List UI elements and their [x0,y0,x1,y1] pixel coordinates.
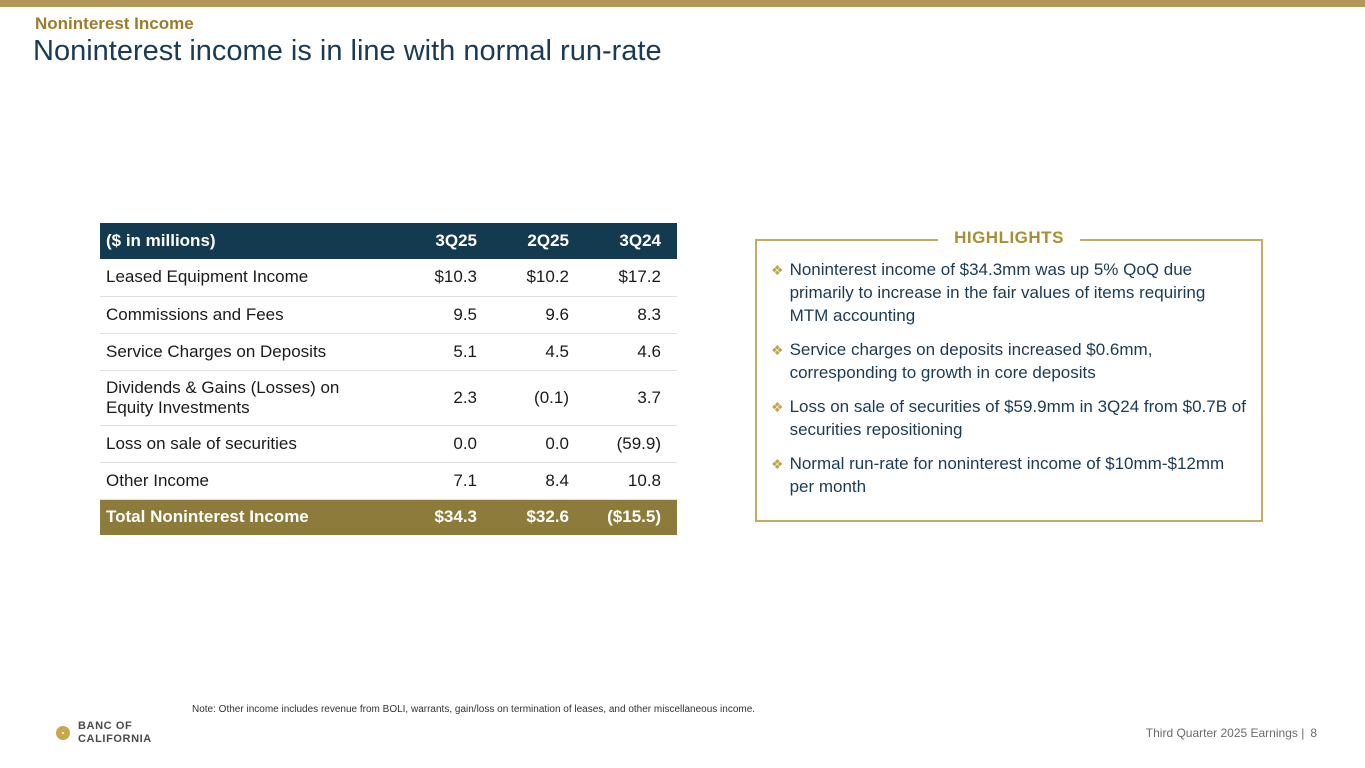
table-row: Other Income 7.1 8.4 10.8 [100,462,677,500]
total-label: Total Noninterest Income [100,499,401,535]
banc-of-california-logo: BANC OF CALIFORNIA [56,720,152,746]
highlight-text: Service charges on deposits increased $0… [789,339,1153,382]
diamond-bullet-icon: ❖ [771,455,784,472]
table-total-row: Total Noninterest Income $34.3 $32.6 ($1… [100,499,677,535]
page-title: Noninterest income is in line with norma… [33,35,662,67]
row-value: 0.0 [401,425,493,463]
row-value: 10.8 [585,462,677,500]
table-row: Loss on sale of securities 0.0 0.0 (59.9… [100,425,677,463]
row-value: 8.3 [585,296,677,334]
row-value: 2.3 [401,370,493,426]
row-value: $10.2 [493,259,585,297]
logo-line2: CALIFORNIA [78,732,152,745]
page-number: 8 [1310,726,1317,740]
total-value: $34.3 [401,499,493,535]
row-value: 4.6 [585,333,677,371]
highlight-text: Noninterest income of $34.3mm was up 5% … [789,260,1206,325]
total-value: ($15.5) [585,499,677,535]
diamond-bullet-icon: ❖ [771,262,784,278]
highlight-item: ❖ Normal run-rate for noninterest income… [771,453,1247,499]
table-header-row: ($ in millions) 3Q25 2Q25 3Q24 [100,223,677,259]
logo-line1: BANC OF [78,719,133,732]
top-accent-bar [0,0,1365,7]
row-value: $10.3 [401,259,493,297]
table-row: Leased Equipment Income $10.3 $10.2 $17.… [100,259,677,297]
row-label: Leased Equipment Income [100,259,401,297]
highlight-item: ❖ Noninterest income of $34.3mm was up 5… [771,259,1247,328]
table-row: Dividends & Gains (Losses) on Equity Inv… [100,370,677,426]
table-header-3q25: 3Q25 [401,223,493,259]
row-value: 3.7 [585,370,677,426]
highlight-item: ❖ Service charges on deposits increased … [771,339,1247,385]
row-value: 5.1 [401,333,493,371]
section-eyebrow: Noninterest Income [35,14,194,33]
row-value: 9.6 [493,296,585,334]
highlights-title: HIGHLIGHTS [938,228,1080,248]
row-label: Other Income [100,462,401,500]
row-value: $17.2 [585,259,677,297]
highlight-item: ❖ Loss on sale of securities of $59.9mm … [771,396,1247,442]
highlights-box: HIGHLIGHTS ❖ Noninterest income of $34.3… [755,228,1263,522]
highlight-text: Normal run-rate for noninterest income o… [789,453,1225,496]
row-value: 0.0 [493,425,585,463]
noninterest-income-table: ($ in millions) 3Q25 2Q25 3Q24 Leased Eq… [100,223,677,535]
total-value: $32.6 [493,499,585,535]
diamond-bullet-icon: ❖ [771,398,784,415]
row-label: Dividends & Gains (Losses) on Equity Inv… [100,370,401,426]
row-value: 4.5 [493,333,585,371]
row-label: Service Charges on Deposits [100,333,401,371]
table-row: Service Charges on Deposits 5.1 4.5 4.6 [100,333,677,371]
earnings-label: Third Quarter 2025 Earnings | [1145,726,1305,740]
footer-right: Third Quarter 2025 Earnings | 8 [1146,726,1317,740]
highlights-list: ❖ Noninterest income of $34.3mm was up 5… [757,241,1261,498]
table-header-2q25: 2Q25 [493,223,585,259]
row-label: Commissions and Fees [100,296,401,334]
table-header-label: ($ in millions) [100,223,401,259]
row-value: 8.4 [493,462,585,500]
table-header-3q24: 3Q24 [585,223,677,259]
row-value: 9.5 [401,296,493,334]
row-label: Loss on sale of securities [100,425,401,463]
row-value: (0.1) [493,370,585,426]
highlight-text: Loss on sale of securities of $59.9mm in… [789,396,1246,439]
footnote: Note: Other income includes revenue from… [192,704,756,715]
diamond-bullet-icon: ❖ [771,341,784,358]
logo-ring-icon [56,725,70,740]
logo-text: BANC OF CALIFORNIA [78,720,152,746]
row-value: 7.1 [401,462,493,500]
row-value: (59.9) [585,425,677,463]
table-row: Commissions and Fees 9.5 9.6 8.3 [100,296,677,334]
